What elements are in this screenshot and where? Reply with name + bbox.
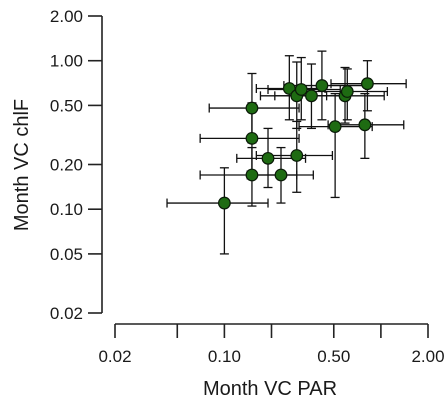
data-point (305, 89, 318, 103)
y-axis-label: Month VC chlF (11, 99, 33, 231)
data-point (340, 85, 354, 98)
data-point (294, 83, 308, 96)
y-tick-label: 0.50 (50, 96, 83, 115)
y-tick-label: 0.20 (50, 156, 83, 175)
x-tick-label: 0.02 (98, 347, 131, 366)
error-bar (298, 92, 373, 199)
data-point (261, 151, 275, 165)
data-point (328, 120, 342, 133)
data-point (361, 77, 374, 91)
x-axis: 0.02 0.10 0.50 2.00 (98, 323, 445, 366)
y-tick-label: 0.02 (50, 304, 83, 323)
data-point (274, 168, 288, 182)
x-tick-label: 0.10 (208, 347, 241, 366)
data-point (245, 168, 259, 182)
data-point (245, 131, 259, 145)
x-tick-label: 0.50 (317, 347, 350, 366)
data-point (245, 101, 259, 115)
data-point (315, 79, 329, 92)
y-tick-label: 1.00 (50, 52, 83, 71)
y-tick-label: 2.00 (50, 7, 83, 26)
y-tick-label: 0.05 (50, 245, 83, 264)
data-point (290, 149, 304, 162)
error-bar (166, 167, 269, 255)
x-axis-label: Month VC PAR (203, 378, 337, 400)
data-points (217, 77, 374, 210)
x-tick-label: 2.00 (411, 347, 444, 366)
data-point (358, 118, 372, 132)
data-point (217, 196, 231, 210)
y-tick-label: 0.10 (50, 200, 83, 219)
y-axis: 0.02 0.05 0.10 0.20 0.50 1.00 2.00 (50, 7, 103, 323)
